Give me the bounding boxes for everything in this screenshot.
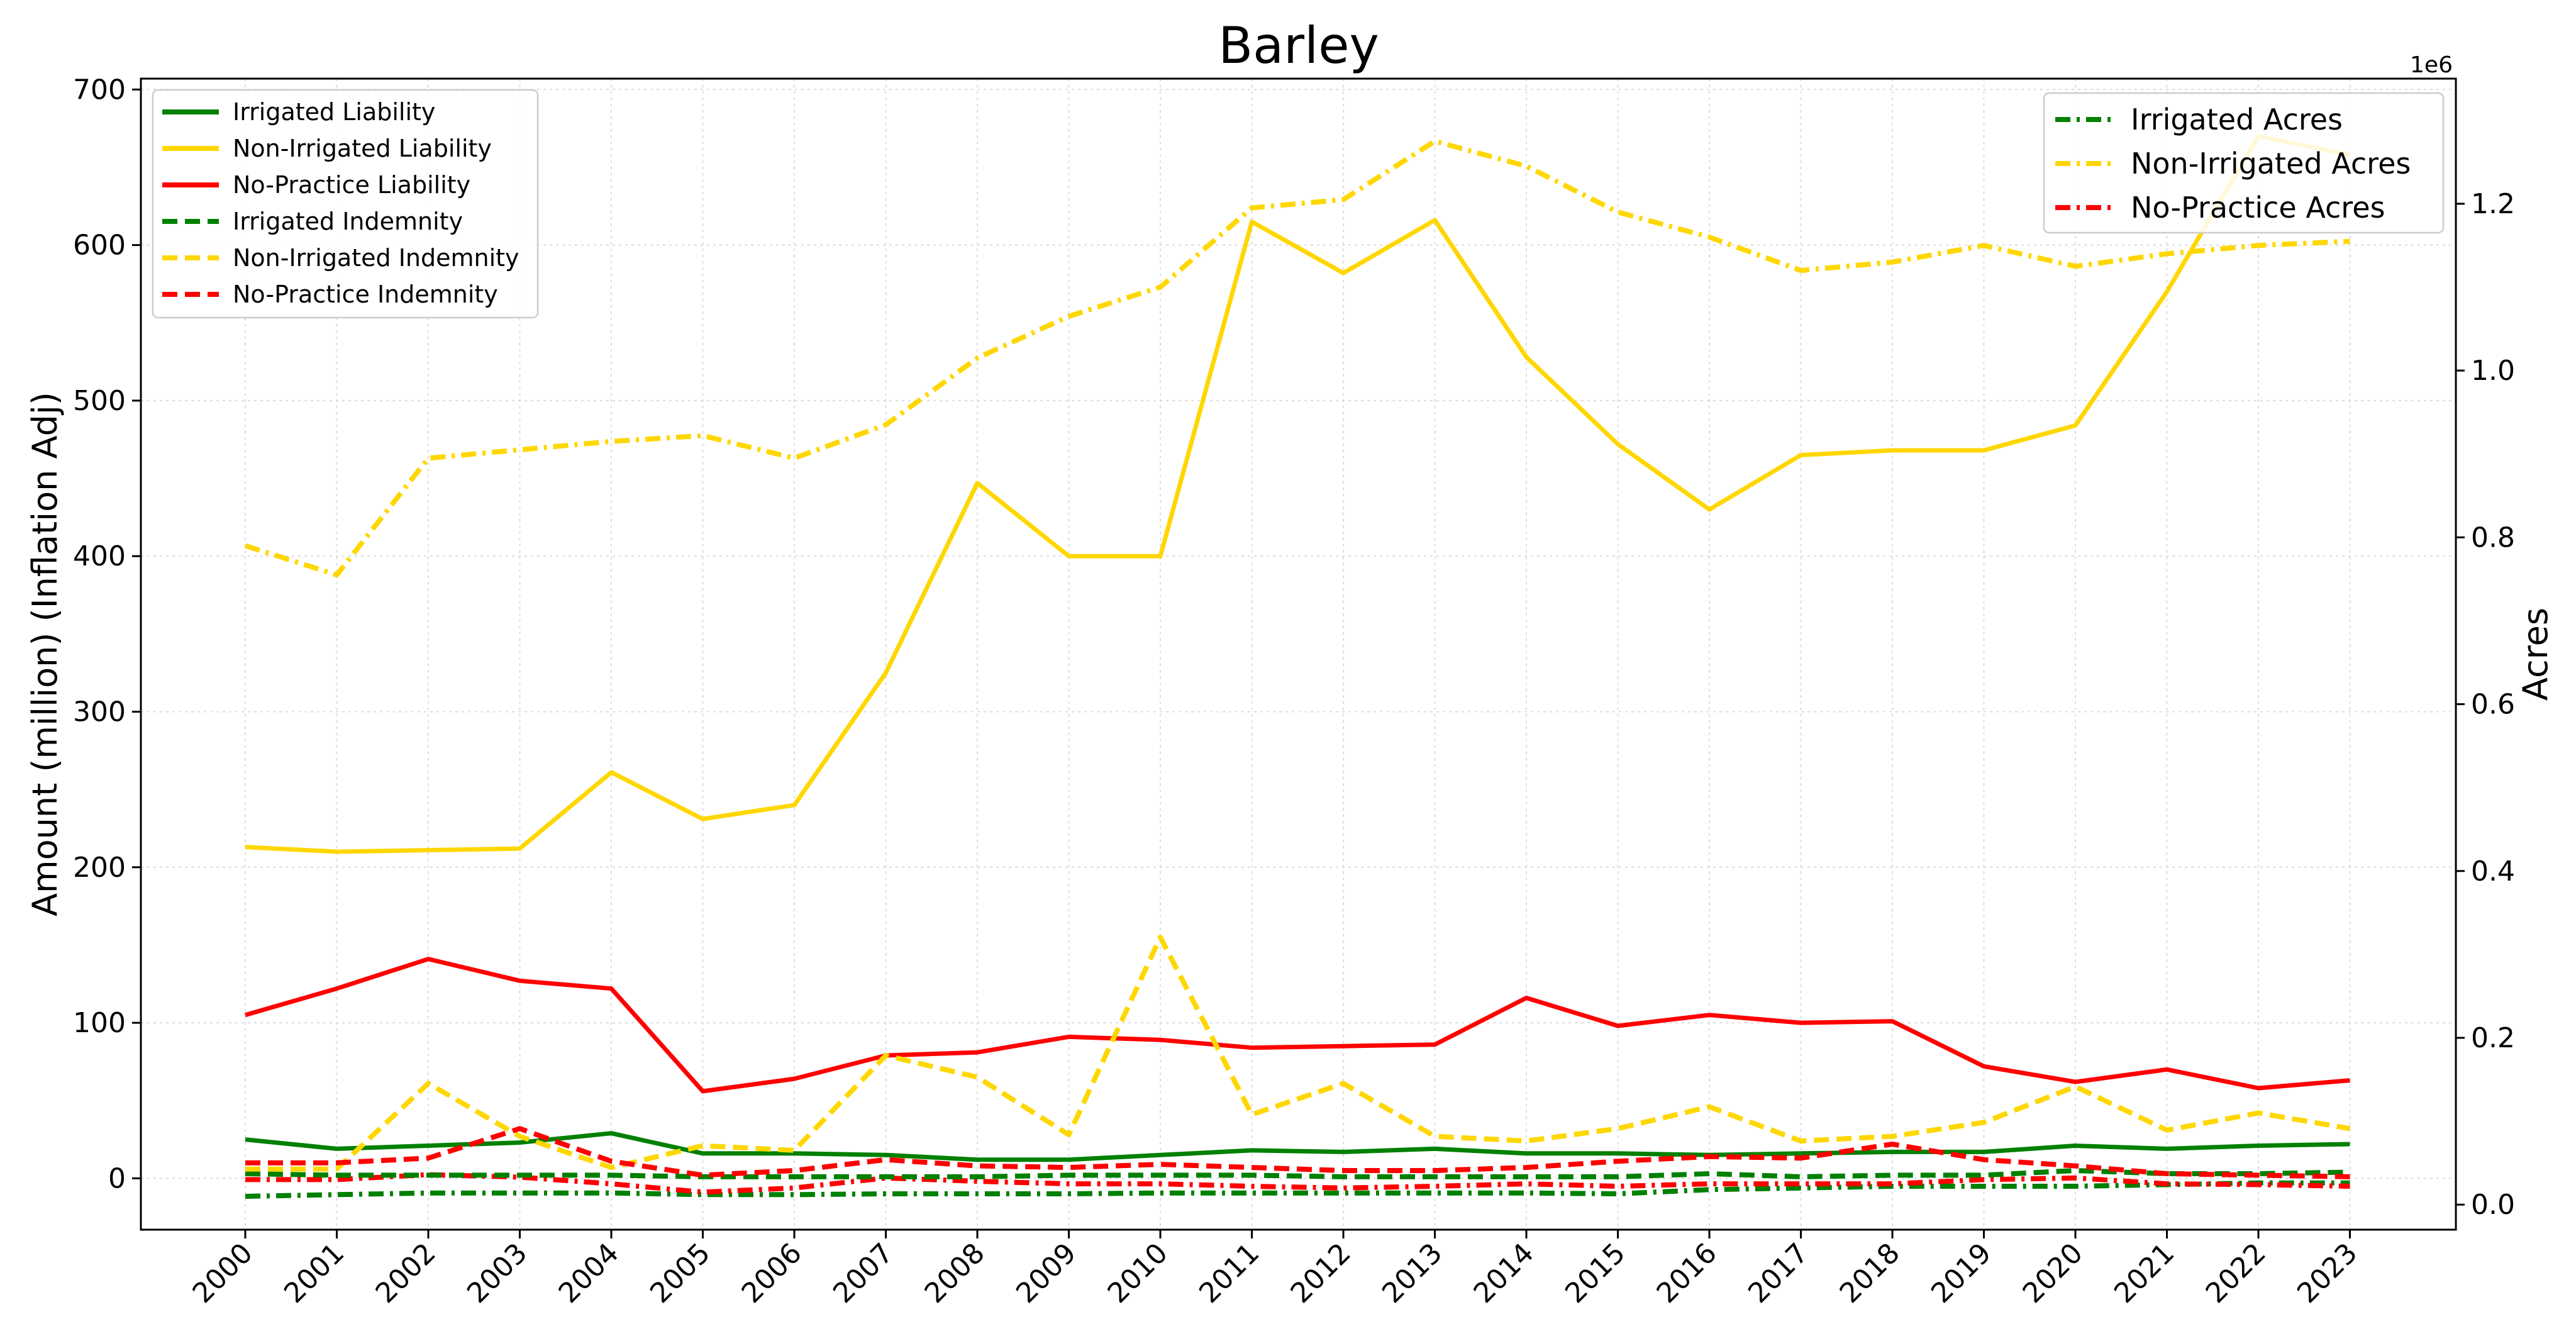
- y2-tick-label: 0.4: [2471, 855, 2515, 888]
- y2-tick-label: 0.6: [2471, 689, 2515, 721]
- y-axis-left: 0 100 200 300 400 500 600 700: [73, 74, 141, 1194]
- x-tick-label: 2008: [919, 1237, 991, 1310]
- legend-right-box: [2043, 92, 2445, 234]
- x-tick-label: 2007: [827, 1237, 899, 1310]
- x-tick-label: 2006: [736, 1237, 808, 1310]
- x-tick-label: 2000: [187, 1237, 259, 1310]
- x-tick-label: 2001: [278, 1237, 350, 1310]
- legend-label: No-Practice Acres: [2131, 191, 2385, 225]
- x-tick-label: 2021: [2108, 1237, 2180, 1310]
- y-axis-label-left: Amount (million) (Inflation Adj): [25, 392, 65, 916]
- y2-tick-label: 0.8: [2471, 521, 2515, 554]
- series-line-non-irrigated-acres: [244, 138, 2350, 577]
- x-tick-label: 2011: [1193, 1237, 1265, 1310]
- y-tick-label: 0: [108, 1162, 126, 1194]
- series-line-irrigated-indemnity: [245, 1168, 2350, 1179]
- x-tick-label: 2004: [553, 1237, 625, 1310]
- y-tick-label: 200: [73, 852, 126, 884]
- legend-label: Irrigated Acres: [2131, 103, 2343, 136]
- x-tick-label: 2019: [1925, 1237, 1997, 1310]
- series-line-no-practice-liability: [245, 957, 2350, 1094]
- legend-left: Irrigated Liability Non-Irrigated Liabili…: [152, 89, 539, 319]
- series-layer: [244, 134, 2351, 1199]
- x-tick-label: 2009: [1010, 1237, 1082, 1310]
- x-tick-label: 2012: [1285, 1237, 1357, 1310]
- series-line-non-irrigated-indemnity: [245, 935, 2351, 1172]
- y-tick-label: 700: [73, 74, 126, 106]
- x-tick-label: 2023: [2291, 1237, 2363, 1310]
- y-tick-label: 100: [73, 1007, 126, 1039]
- legend-label: Irrigated Liability: [233, 98, 435, 126]
- x-tick-label: 2002: [370, 1237, 442, 1310]
- y2-tick-label: 1.2: [2471, 188, 2515, 220]
- x-tick-label: 2022: [2200, 1237, 2272, 1310]
- plot-frame: [140, 77, 2457, 1231]
- y2-tick-label: 1.0: [2471, 355, 2515, 387]
- series-line-non-irrigated-liability: [245, 134, 2351, 854]
- y-tick-label: 400: [73, 540, 126, 572]
- x-tick-label: 2017: [1742, 1237, 1814, 1310]
- legend-label: Non-Irrigated Liability: [233, 135, 492, 162]
- legend-label: Non-Irrigated Acres: [2131, 147, 2411, 181]
- legend-label: Irrigated Indemnity: [233, 208, 463, 235]
- y2-tick-label: 0.0: [2471, 1189, 2515, 1221]
- x-tick-label: 2013: [1376, 1237, 1448, 1310]
- x-tick-label: 2015: [1559, 1237, 1631, 1310]
- x-tick-label: 2020: [2017, 1237, 2089, 1310]
- x-axis: 2000 2001 2002 2003 2004 2005 2006 2007 2008 2009…: [187, 1230, 2363, 1310]
- x-tick-label: 2005: [644, 1237, 716, 1310]
- series-line-no-practice-indemnity: [245, 1126, 2350, 1179]
- x-tick-label: 2014: [1468, 1237, 1540, 1310]
- y2-tick-label: 0.2: [2471, 1022, 2515, 1054]
- x-tick-label: 2018: [1834, 1237, 1906, 1310]
- y-tick-label: 300: [73, 696, 126, 728]
- y-tick-label: 600: [73, 230, 126, 262]
- series-line-irrigated-liability: [245, 1131, 2350, 1162]
- y-tick-label: 500: [73, 385, 126, 417]
- legend-label: Non-Irrigated Indemnity: [233, 244, 519, 272]
- x-tick-label: 2010: [1102, 1237, 1174, 1310]
- x-tick-label: 2016: [1651, 1237, 1723, 1310]
- y2-offset-text: 1e6: [2410, 52, 2453, 78]
- legend-left-box: [152, 89, 539, 319]
- chart-title: Barley: [1218, 16, 1379, 75]
- x-tick-label: 2003: [461, 1237, 533, 1310]
- y-axis-label-right: Acres: [2516, 608, 2555, 701]
- y-axis-right: 0.0 0.2 0.4 0.6 0.8 1.0 1.2: [2456, 188, 2515, 1221]
- legend-label: No-Practice Indemnity: [233, 281, 498, 308]
- series-line-no-practice-acres: [245, 1172, 2350, 1195]
- legend-right: Irrigated Acres Non-Irrigated Acres No-Pra…: [2043, 92, 2445, 234]
- series-line-irrigated-acres: [245, 1180, 2350, 1199]
- legend-label: No-Practice Liability: [233, 171, 470, 199]
